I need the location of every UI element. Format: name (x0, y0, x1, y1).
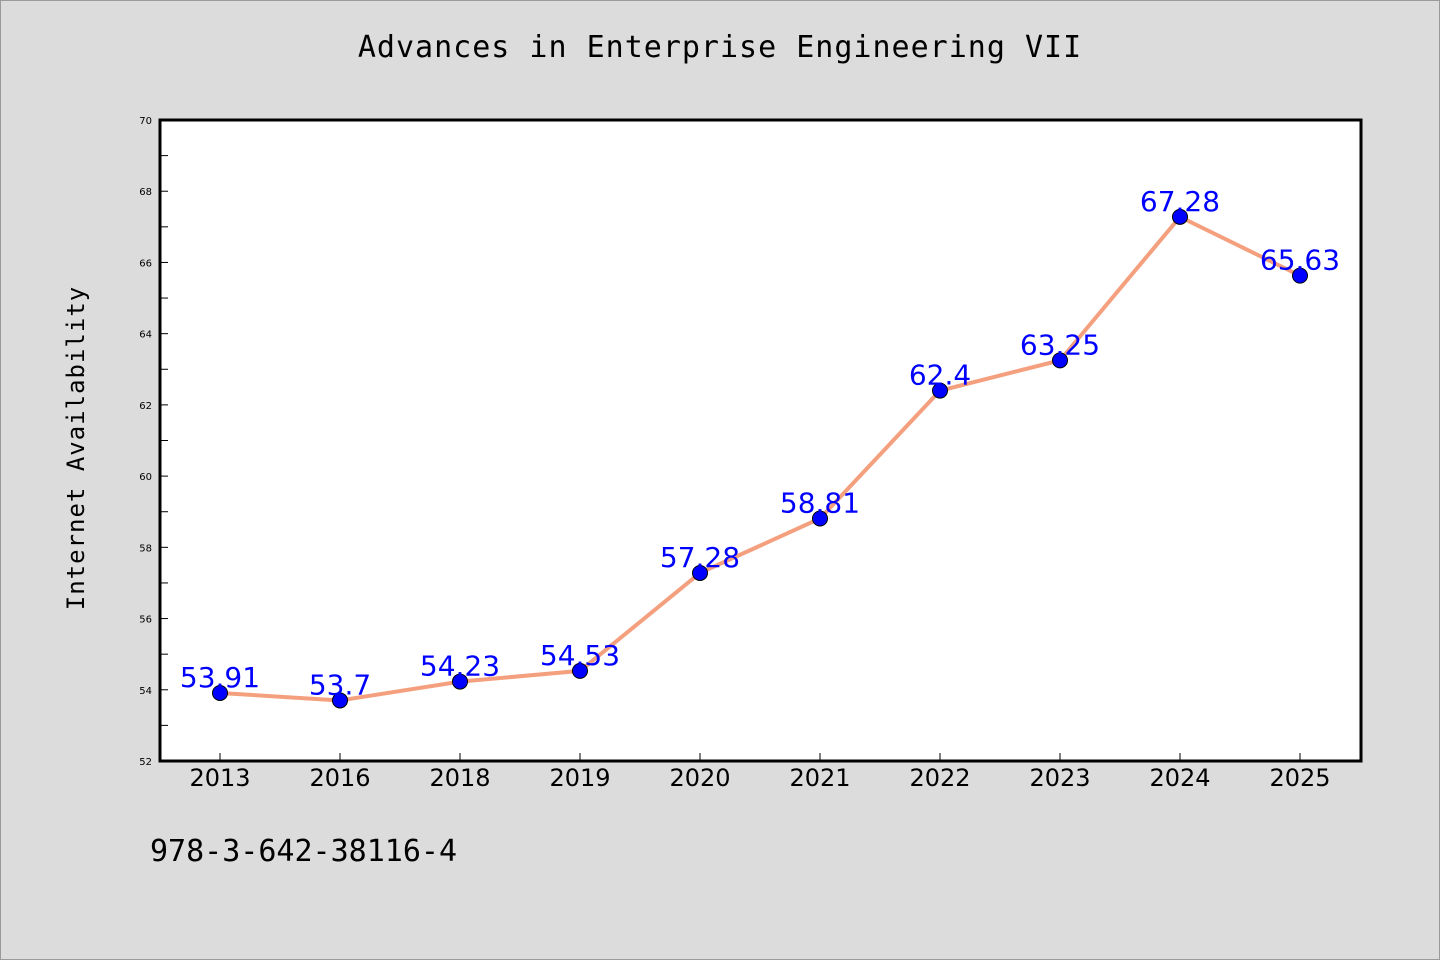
y-tick-label: 52 (139, 757, 152, 768)
x-tick-label: 2025 (1269, 764, 1330, 792)
x-tick-label: 2022 (909, 764, 970, 792)
x-tick-label: 2013 (189, 764, 250, 792)
data-label: 65.63 (1260, 244, 1340, 277)
data-label: 53.7 (309, 668, 371, 701)
y-tick-label: 54 (139, 686, 152, 697)
x-tick-label: 2016 (309, 764, 370, 792)
data-point (1292, 267, 1308, 284)
x-tick-label: 2019 (549, 764, 610, 792)
data-point (932, 382, 948, 399)
x-tick-label: 2020 (669, 764, 730, 792)
data-label: 54.53 (540, 639, 620, 672)
data-label: 67.28 (1140, 185, 1220, 218)
data-point (572, 662, 588, 679)
series-group: 53.91 53.7 54.23 54.53 57.28 58.81 62.4 63.25 67… (180, 185, 1340, 709)
x-axis: 2013 2016 2018 2019 2020 2021 2022 2023 2024 2025 (189, 753, 1331, 792)
data-point (212, 684, 228, 701)
data-point (332, 692, 348, 709)
data-label: 53.91 (180, 661, 260, 694)
x-tick-label: 2021 (789, 764, 850, 792)
data-label: 58.81 (780, 486, 860, 519)
y-tick-label: 68 (139, 187, 152, 198)
data-point (692, 564, 708, 581)
y-tick-label: 56 (139, 615, 152, 626)
plot-border (158, 118, 1363, 763)
data-label: 63.25 (1020, 328, 1100, 361)
series-line (219, 214, 1301, 703)
y-tick-label: 66 (139, 258, 152, 269)
data-point (452, 673, 468, 690)
data-label: 57.28 (660, 541, 740, 574)
x-tick-label: 2024 (1149, 764, 1210, 792)
chart-title: Advances in Enterprise Engineering VII (357, 30, 1083, 65)
x-tick-label: 2018 (429, 764, 490, 792)
y-tick-label: 60 (139, 472, 152, 483)
data-label: 62.4 (909, 359, 971, 392)
y-tick-label: 70 (139, 116, 152, 127)
data-label: 54.23 (420, 650, 500, 683)
y-tick-label: 58 (139, 543, 152, 554)
isbn-text: 978-3-642-38116-4 (150, 834, 458, 869)
data-point (1052, 352, 1068, 369)
y-tick-label: 62 (139, 401, 152, 412)
data-point (1172, 208, 1188, 225)
plot-area (160, 120, 1361, 761)
x-tick-label: 2023 (1029, 764, 1090, 792)
y-tick-label: 64 (139, 330, 152, 341)
data-point (812, 510, 828, 527)
